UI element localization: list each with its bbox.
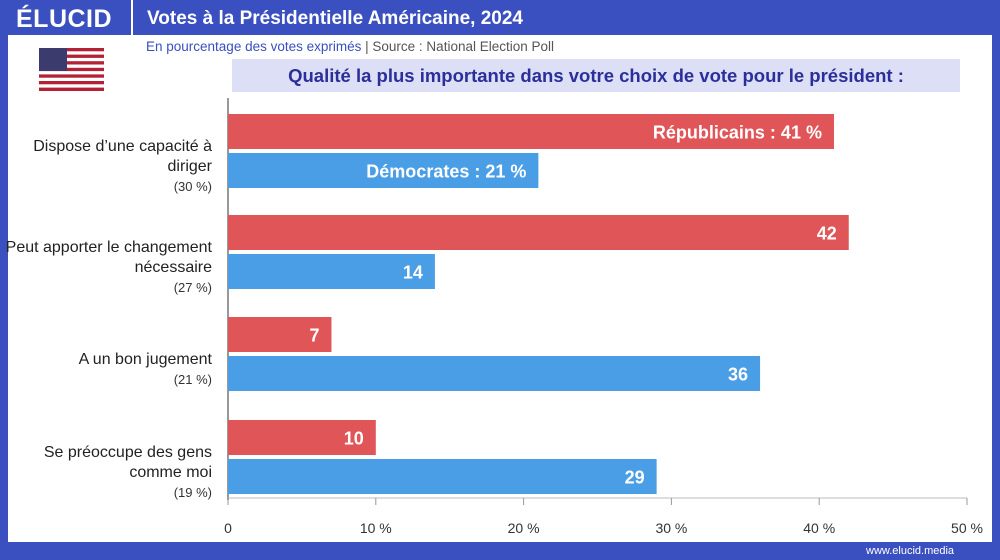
bar-value-label: 7 [309,326,319,346]
bar-value-label: 29 [625,468,645,488]
website-url: www.elucid.media [866,545,955,557]
x-tick-label: 40 % [803,520,835,536]
bar-value-label: 10 [344,429,364,449]
category-label: Dispose d’une capacité à diriger (30 %) [32,137,212,197]
source-text: Source : National Election Poll [372,39,555,54]
bar-democrat [228,254,435,289]
bar-democrat [228,356,761,391]
category-share: (30 %) [173,178,212,194]
bar-democrat [228,459,657,494]
category-share: (27 %) [173,279,212,295]
bar-republican [228,215,849,250]
category-label: Se préoccupe des gens comme moi (19 %) [32,443,212,503]
bar-republican [228,420,376,455]
x-tick-label: 10 % [360,520,392,536]
category-label: A un bon jugement (21 %) [32,350,212,390]
bar-republican [228,114,834,149]
bar-value-label: Démocrates : 21 % [366,162,526,182]
bar-republican [228,317,332,352]
bar-value-label: Républicains : 41 % [653,123,822,143]
bar-value-label: 14 [403,263,423,283]
category-name: Se préoccupe des gens comme moi [43,443,212,481]
category-share: (19 %) [173,484,212,500]
x-tick-label: 30 % [655,520,687,536]
category-share: (21 %) [173,371,212,387]
question-banner: Qualité la plus importante dans votre ch… [232,59,960,92]
us-flag-icon [39,48,104,91]
subtitle-text: En pourcentage des votes exprimés [146,39,362,54]
chart-subtitle: En pourcentage des votes exprimés | Sour… [146,39,555,54]
bar-value-label: 36 [728,365,748,385]
x-tick-label: 50 % [951,520,983,536]
category-name: A un bon jugement [78,350,212,368]
header-divider [131,0,133,35]
chart-title: Votes à la Présidentielle Américaine, 20… [147,8,523,29]
x-tick-label: 20 % [508,520,540,536]
elucid-logo: ÉLUCID [16,5,113,33]
category-name: Peut apporter le changement nécessaire [5,238,212,276]
category-label: Peut apporter le changement nécessaire (2… [2,238,212,298]
bar-value-label: 42 [817,224,837,244]
bar-democrat [228,153,539,188]
category-name: Dispose d’une capacité à diriger [33,137,212,175]
x-tick-label: 0 [224,520,232,536]
